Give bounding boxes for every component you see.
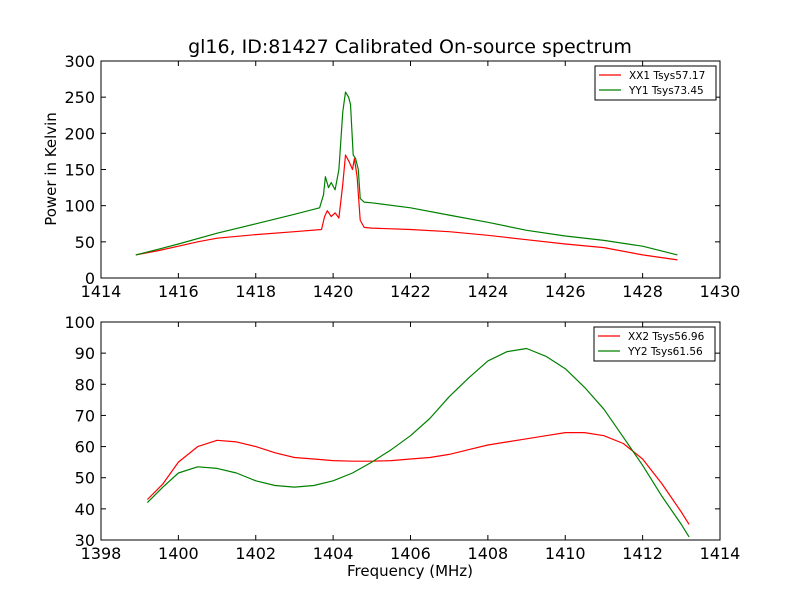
chart1-legend-label-1: XX1 Tsys57.17 — [629, 70, 705, 82]
chart1-xtick-label: 1420 — [313, 282, 354, 301]
chart2-legend-label-2: YY2 Tsys61.56 — [627, 346, 703, 358]
chart2-ytick-label: 100 — [64, 313, 95, 332]
chart1-ytick-label: 250 — [64, 88, 95, 107]
chart2-series-line-2 — [146, 347, 690, 538]
chart2-xtick-label: 1402 — [235, 544, 276, 563]
chart2-ytick-label: 30 — [75, 531, 95, 550]
chart2-xtick-label: 1404 — [313, 544, 354, 563]
chart2-ytick-label: 40 — [75, 500, 95, 519]
chart1-series-line-2 — [135, 91, 678, 256]
chart1-ylabel: Power in Kelvin — [42, 112, 60, 226]
chart1-xtick-label: 1414 — [81, 282, 122, 301]
chart1-xtick-label: 1422 — [390, 282, 431, 301]
chart2-plot-area: 1398 1400 1402 1404 1406 1408 1410 1412 1414 30 40… — [64, 313, 740, 563]
chart2-legend — [593, 326, 716, 362]
chart2-legend-label-1: XX2 Tsys56.96 — [628, 331, 705, 343]
chart1-ytick-label: 50 — [75, 233, 95, 252]
chart1-xtick-label: 1430 — [700, 282, 741, 301]
chart2-ytick-label: 80 — [75, 375, 95, 394]
chart1-ytick-label: 300 — [64, 52, 95, 71]
chart2-xtick-label: 1410 — [545, 544, 586, 563]
chart1-xtick-label: 1428 — [622, 282, 663, 301]
chart1-ytick-label: 200 — [64, 124, 95, 143]
chart2-xtick-label: 1414 — [700, 544, 741, 563]
chart1-ytick-label: 100 — [64, 197, 95, 216]
chart1-ytick-label: 0 — [85, 269, 95, 288]
chart2-xtick-label: 1400 — [158, 544, 199, 563]
chart1-xtick-label: 1418 — [235, 282, 276, 301]
chart1-plot-area: 1414 1416 1418 1420 1422 1424 1426 1428 1430 0 50 1… — [64, 52, 740, 301]
chart1-xtick-label: 1416 — [158, 282, 199, 301]
chart1-legend — [594, 65, 717, 101]
chart1-ytick-label: 150 — [64, 161, 95, 180]
chart2-ytick-label: 90 — [75, 344, 95, 363]
chart1-title: gl16, ID:81427 Calibrated On-source spec… — [188, 36, 632, 58]
chart1-xtick-label: 1426 — [545, 282, 586, 301]
chart1-xtick-label: 1424 — [468, 282, 509, 301]
chart1-series-line-1 — [135, 154, 678, 261]
chart2-series-line-1 — [146, 432, 690, 525]
chart2-xlabel: Frequency (MHz) — [347, 562, 473, 580]
chart2-xtick-label: 1408 — [468, 544, 509, 563]
chart2-xtick-label: 1398 — [81, 544, 122, 563]
chart2-ytick-label: 60 — [75, 438, 95, 457]
chart1-legend-label-2: YY1 Tsys73.45 — [628, 85, 704, 97]
chart2-xtick-label: 1412 — [622, 544, 663, 563]
chart2-ytick-label: 50 — [75, 469, 95, 488]
chart2-xtick-label: 1406 — [390, 544, 431, 563]
chart2-ytick-label: 70 — [75, 406, 95, 425]
